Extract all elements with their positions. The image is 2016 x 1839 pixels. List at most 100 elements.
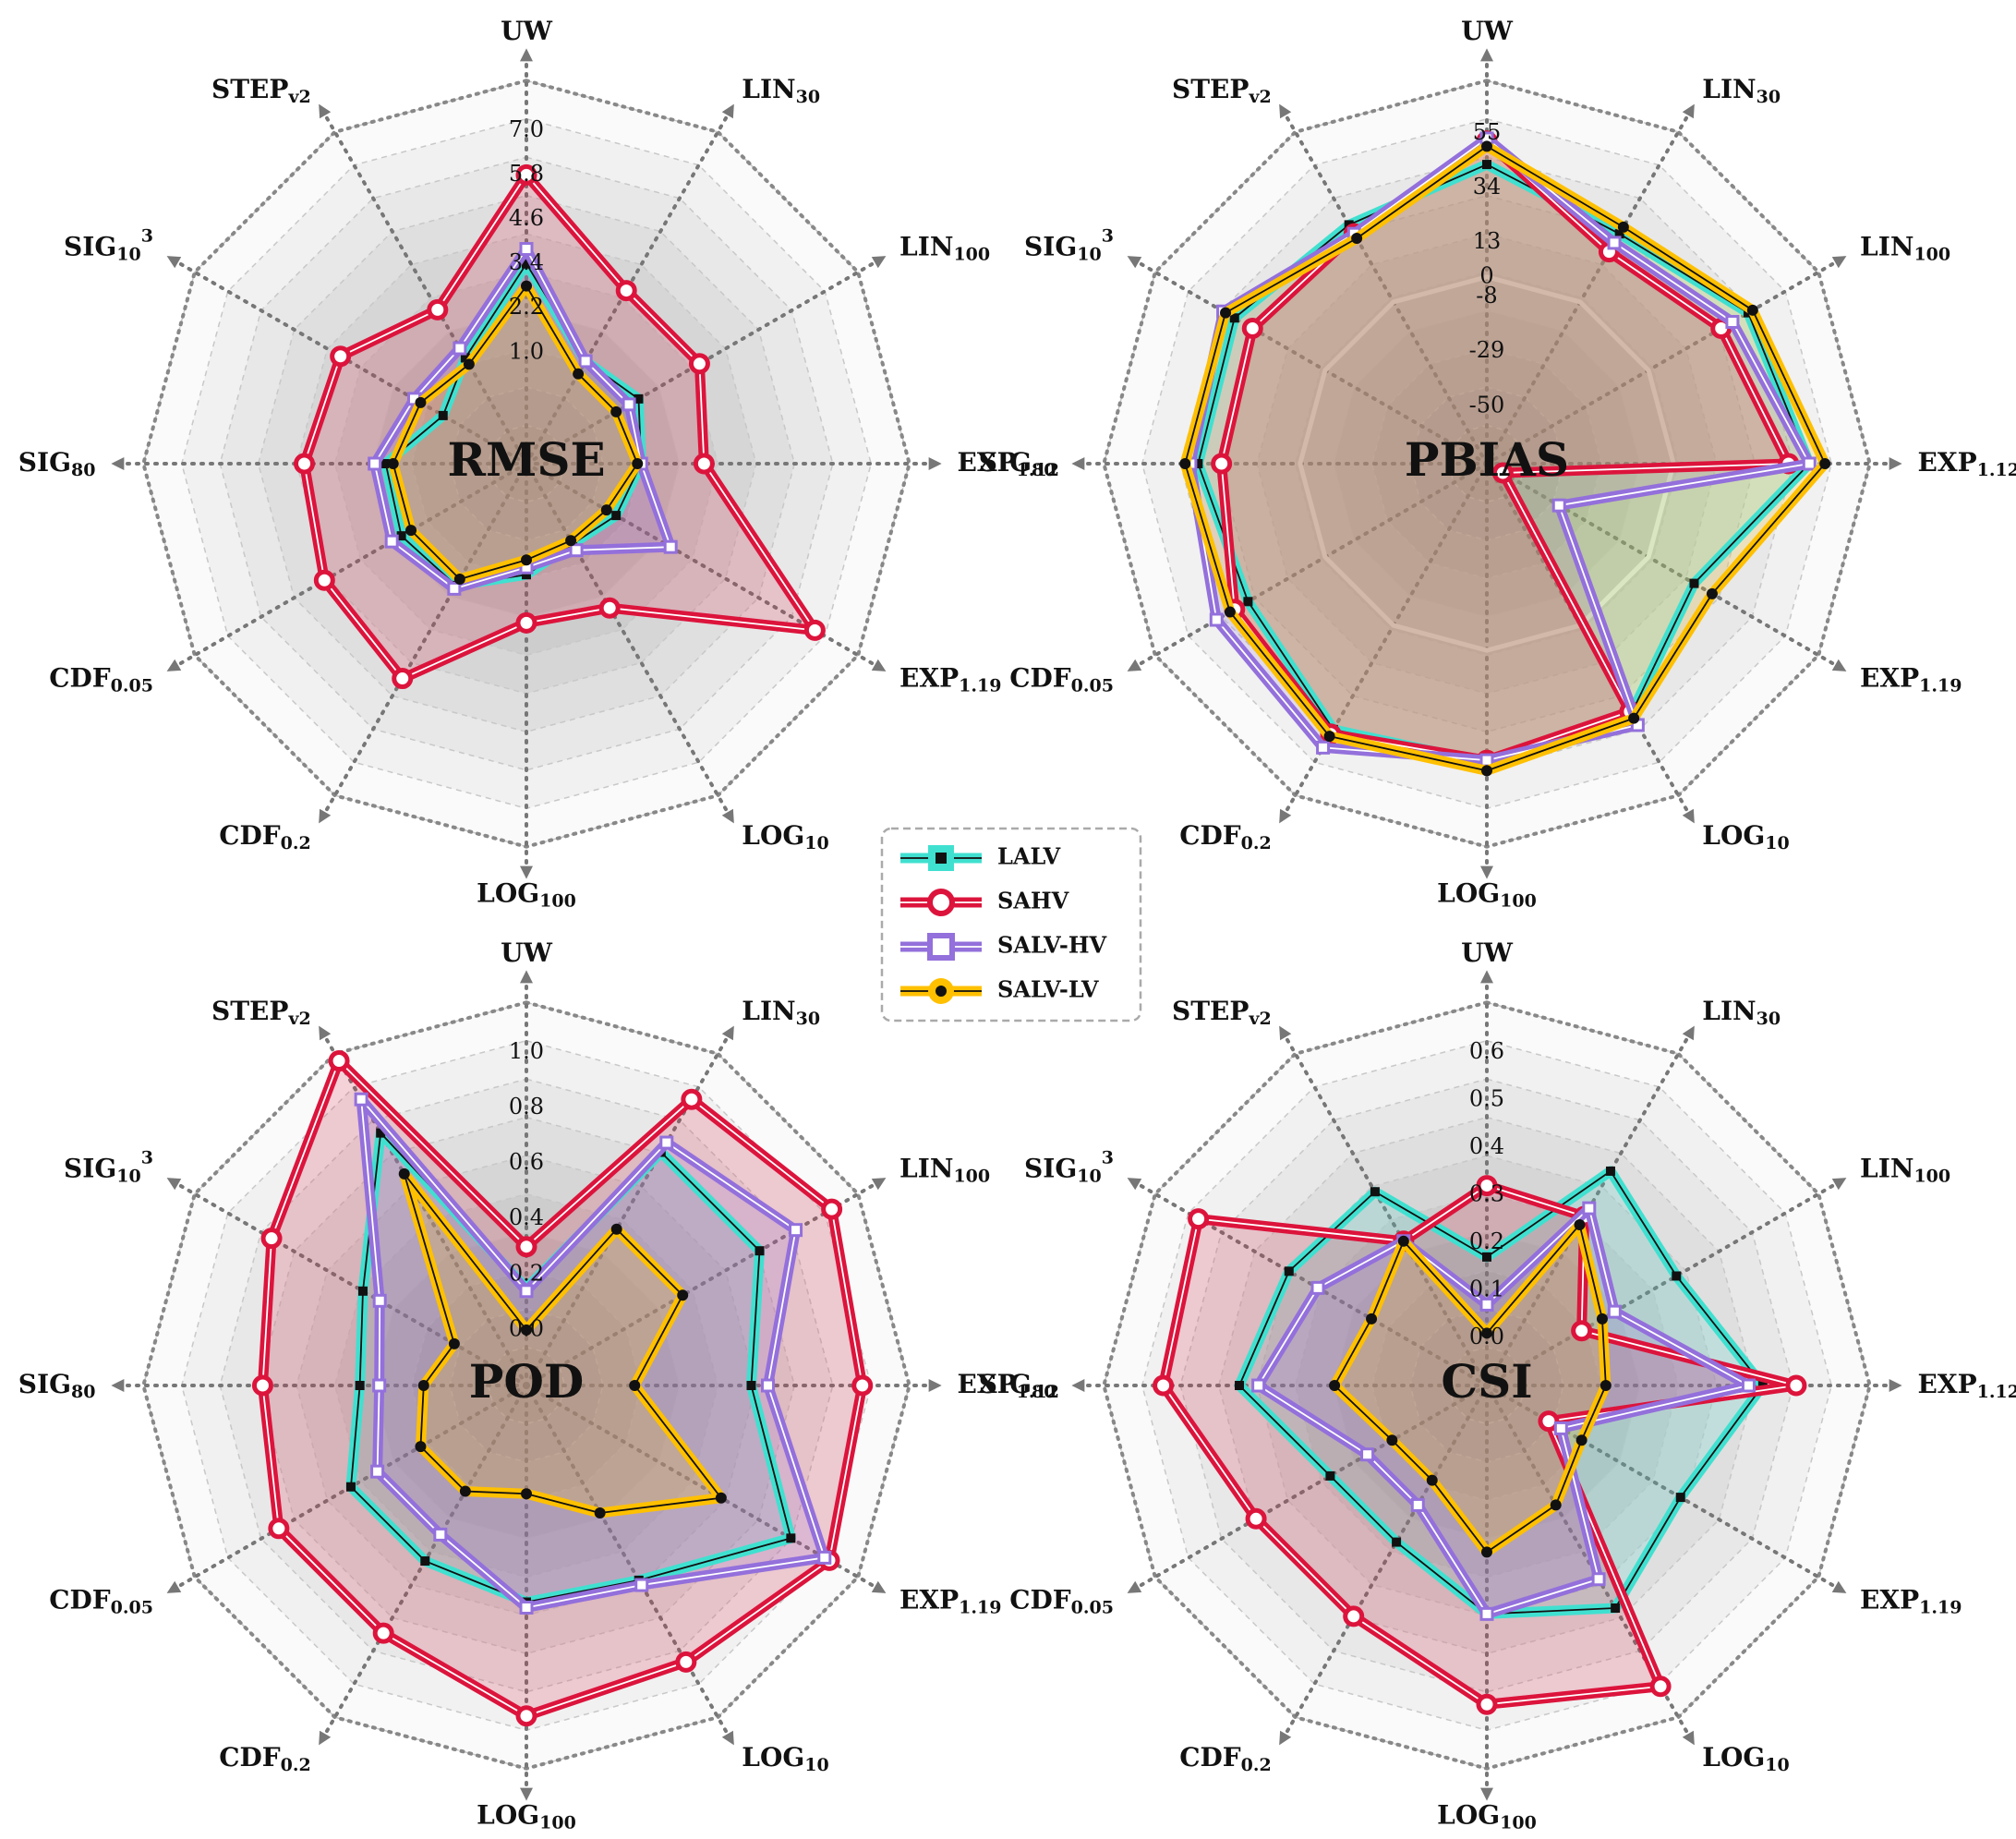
data-point-salv-lv-lin-100 [1596, 1313, 1608, 1325]
tick-label: 0 [1479, 262, 1493, 288]
tick-labels: 0.0 0.1 0.2 0.3 0.4 0.5 0.6 [1469, 1038, 1504, 1349]
tick-label: 1.0 [509, 338, 544, 364]
tick-label: 1.0 [509, 1038, 544, 1064]
data-point-salv-hv-log-10 [569, 543, 584, 558]
data-point-salv-hv-lin-30 [659, 1135, 674, 1150]
series-fill-lalv [385, 263, 642, 586]
data-point-salv-lv-log-100 [1481, 765, 1492, 777]
axis-label-step-v2: STEPv2 [1172, 995, 1272, 1029]
axis-label-sig-80: SIG80 [18, 447, 96, 481]
axis-arrow-icon [928, 1379, 942, 1392]
data-point-salv-hv-cdf-0-05 [1360, 1447, 1375, 1462]
data-point-salv-hv-sig-80 [372, 1378, 387, 1393]
tick-label: 0.1 [1469, 1276, 1504, 1301]
data-point-lalv-cdf-0-2 [1392, 1537, 1402, 1547]
axis-label-exp-1-12: EXP1.12 [1918, 447, 2016, 481]
tick-label: 0.4 [509, 1204, 544, 1230]
data-point-lalv-lin-30 [1605, 1166, 1615, 1176]
axis-labels: UW LIN30 LIN100 EXP1.12 EXP1.19 LOG10 LOG100 CD… [979, 16, 2016, 912]
axis-arrow-icon [1682, 103, 1695, 119]
data-point-salv-hv-uw [519, 1284, 534, 1299]
axis-spoke [525, 1384, 728, 1734]
data-point-lalv-step-v2 [1370, 1187, 1380, 1197]
series-fill-sahv [1221, 140, 1789, 761]
data-point-salv-hv-cdf-0-2 [1410, 1497, 1425, 1512]
axis-arrow-icon [1889, 1379, 1902, 1392]
axis-spoke [1139, 262, 1489, 466]
series-fill-lalv [1239, 1170, 1763, 1615]
axis-arrow-icon [111, 457, 125, 470]
axis-label-cdf-0-05: CDF0.05 [49, 1584, 153, 1618]
data-point-salv-lv-cdf-0-2 [459, 1485, 471, 1497]
axis-spoke [525, 1384, 875, 1587]
axis-label-log-10: LOG10 [1702, 1742, 1789, 1776]
data-point-lalv-sig-80 [1235, 1381, 1245, 1390]
data-point-sahv-uw [1476, 1175, 1498, 1197]
data-point-salv-lv-step-v2 [463, 358, 475, 370]
axis-arrow-icon [871, 256, 887, 269]
axis-spoke [525, 262, 875, 466]
data-point-salv-lv-exp-1-12 [1600, 1380, 1612, 1391]
legend-label: SAHV [997, 888, 1069, 914]
data-point-salv-hv-exp-1-19 [663, 539, 678, 554]
data-point-salv-lv-log-10 [1628, 712, 1640, 724]
data-point-salv-hv-step-v2 [453, 341, 467, 356]
data-point-sahv-lin-30 [681, 1088, 703, 1110]
axis-spoke [1286, 1384, 1489, 1734]
axis-spoke [178, 262, 528, 466]
data-point-lalv-exp-1-19 [611, 511, 622, 521]
data-point-salv-hv-sig-10-3 [372, 1293, 387, 1308]
axis-label-cdf-0-05: CDF0.05 [49, 662, 153, 696]
axis-spoke [525, 462, 728, 812]
axis-arrow-icon [166, 659, 182, 671]
data-point-sahv-cdf-0-2 [1343, 1605, 1365, 1627]
data-point-sahv-sig-80 [251, 1374, 273, 1397]
data-point-sahv-sig-10-3 [1188, 1208, 1210, 1230]
axis-arrow-icon [871, 1178, 887, 1191]
data-point-sahv-sig-80 [1153, 1374, 1175, 1397]
tick-label: 5.8 [509, 161, 544, 187]
axis-label-exp-1-19: EXP1.19 [899, 1584, 1001, 1618]
axis-label-exp-1-12: EXP1.12 [958, 447, 1059, 481]
data-point-lalv-cdf-0-05 [1325, 1470, 1335, 1481]
series-fill-salv-lv [1334, 1224, 1606, 1553]
data-point-salv-hv-sig-80 [1251, 1378, 1266, 1393]
data-point-salv-lv-exp-1-12 [632, 458, 644, 469]
data-point-salv-hv-lin-100 [1725, 314, 1740, 329]
axis-label-lin-100: LIN100 [899, 231, 990, 265]
data-point-lalv-step-v2 [460, 353, 470, 363]
data-point-salv-hv-cdf-0-2 [1316, 740, 1331, 755]
tick-label: 7.0 [509, 116, 544, 142]
data-point-salv-hv-lin-100 [622, 397, 636, 412]
tick-label: 55 [1473, 119, 1502, 145]
data-point-lalv-exp-1-19 [1675, 1493, 1685, 1503]
axis-arrow-icon [520, 865, 533, 879]
data-point-salv-hv-exp-1-19 [817, 1550, 832, 1565]
data-point-sahv-log-100 [515, 1705, 537, 1727]
series-fill-sahv [1163, 1185, 1796, 1705]
data-point-salv-hv-exp-1-12 [1802, 456, 1817, 471]
axis-arrow-icon [1127, 1178, 1142, 1191]
axis-label-lin-30: LIN30 [1702, 73, 1781, 107]
tick-label: 0.8 [509, 1094, 544, 1119]
radar-panels: 1.0 2.2 3.4 4.6 5.8 7.0 RMSE UW LIN30 LIN100 EXP1.… [18, 16, 2016, 1833]
axis-spoke [525, 115, 728, 466]
data-point-sahv-log-100 [515, 611, 537, 634]
data-point-lalv-log-10 [1611, 1603, 1621, 1613]
data-point-salv-lv-exp-1-19 [600, 504, 612, 516]
data-point-salv-lv-log-100 [1481, 1546, 1492, 1558]
data-point-salv-lv-exp-1-12 [1819, 458, 1831, 469]
axis-label-log-10: LOG10 [742, 820, 828, 854]
axis-arrow-icon [1279, 1730, 1292, 1746]
axis-arrow-icon [1127, 256, 1142, 269]
data-point-salv-hv-exp-1-19 [1551, 498, 1566, 513]
data-point-salv-lv-cdf-0-2 [1323, 731, 1335, 743]
axis-spoke [1286, 1037, 1489, 1387]
axis-label-lin-100: LIN100 [1860, 1153, 1950, 1187]
data-point-lalv-log-100 [522, 570, 531, 580]
axis-spoke [325, 1384, 528, 1734]
axis-arrow-icon [721, 103, 734, 119]
data-point-sahv-sig-10-3 [1241, 318, 1263, 340]
tick-label: 0.0 [1469, 1324, 1504, 1349]
data-point-sahv-log-10 [598, 597, 621, 619]
